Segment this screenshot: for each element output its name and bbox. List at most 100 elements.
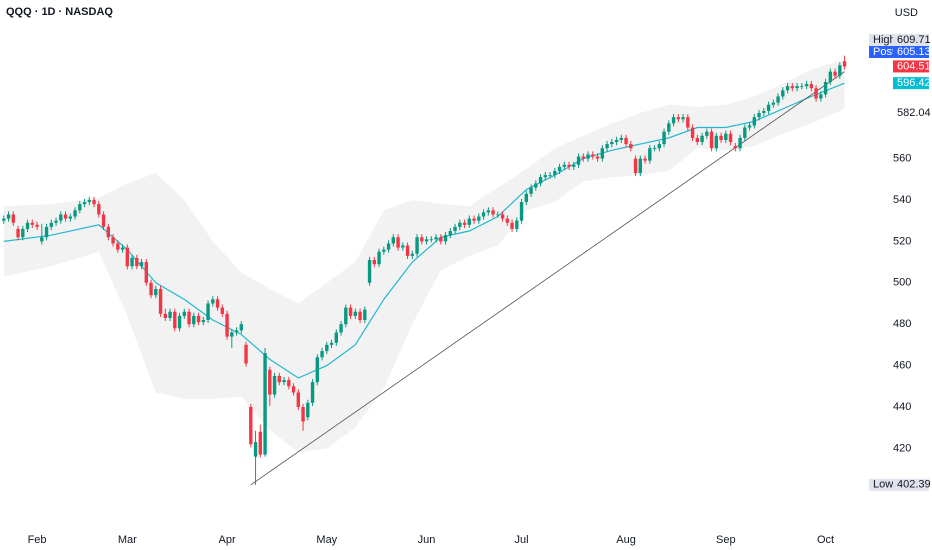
candle-body: [329, 342, 334, 345]
candle-body: [315, 357, 320, 383]
candle-body: [163, 313, 168, 318]
candle-body: [192, 315, 196, 325]
candle-body: [258, 431, 263, 455]
candle-body: [268, 369, 272, 395]
candle-body: [391, 237, 396, 244]
price-label-box: [893, 34, 929, 46]
x-tick-label: Apr: [218, 534, 235, 546]
price-label-value: 402.39: [897, 479, 931, 491]
candle-body: [776, 96, 780, 103]
candle-body: [296, 392, 301, 407]
candle-body: [629, 144, 633, 149]
candle-body: [619, 137, 624, 140]
candle-body: [671, 117, 676, 124]
candle-body: [591, 154, 595, 157]
candle-body: [638, 158, 643, 174]
candle-body: [87, 199, 92, 203]
candle-body: [785, 86, 790, 91]
candle-body: [239, 324, 244, 331]
candle-body: [396, 237, 400, 248]
candle-body: [519, 202, 524, 221]
candle-body: [443, 235, 448, 242]
candle-body: [728, 133, 733, 143]
candle-body: [101, 214, 106, 227]
candle-body: [576, 156, 581, 165]
price-label-name: Low: [873, 479, 893, 491]
candle-body: [709, 131, 714, 149]
candle-body: [752, 117, 757, 126]
price-label-value: 582.04: [897, 107, 931, 119]
price-label-box: [893, 46, 929, 58]
candle-body: [353, 311, 358, 316]
candle-body: [648, 148, 652, 161]
candle-body: [448, 231, 453, 236]
price-label-name-box: [869, 478, 893, 491]
price-label-name-box: [869, 34, 893, 46]
candle-body: [462, 222, 467, 225]
candle-body: [2, 218, 6, 221]
candle-body: [135, 257, 139, 267]
candle-body: [230, 332, 234, 337]
candle-body: [714, 135, 719, 149]
candle-body: [415, 237, 419, 254]
candle-body: [225, 313, 229, 337]
y-tick-label: 440: [893, 401, 911, 413]
candle-body: [633, 158, 638, 174]
candle-body: [277, 375, 282, 383]
candle-body: [586, 154, 590, 159]
candle-body: [738, 137, 742, 149]
candle-body: [220, 307, 225, 314]
price-label-value: 596.42: [897, 77, 931, 89]
candle-body: [363, 309, 367, 321]
candle-body: [823, 81, 828, 95]
x-tick-label: Aug: [616, 534, 636, 546]
candle-body: [538, 177, 543, 184]
candle-body: [477, 216, 481, 221]
candle-body: [111, 237, 115, 244]
candle-body: [838, 65, 842, 76]
candle-body: [420, 237, 424, 242]
candle-body: [73, 210, 77, 217]
candle-body: [334, 332, 339, 343]
candle-body: [125, 247, 130, 267]
candle-body: [244, 344, 248, 364]
candle-body: [272, 375, 277, 395]
price-label-value: 609.71: [897, 34, 931, 46]
candle-body: [472, 218, 476, 221]
candle-body: [814, 88, 818, 99]
candle-body: [54, 220, 58, 223]
candle-body: [173, 311, 177, 329]
candle-body: [78, 204, 82, 211]
candle-body: [63, 214, 68, 219]
candle-body: [16, 228, 20, 238]
candle-body: [40, 237, 44, 242]
candle-body: [771, 102, 776, 105]
candle-body: [120, 247, 125, 250]
candle-body: [177, 315, 182, 329]
candle-body: [439, 237, 443, 242]
x-tick-label: Jul: [515, 534, 529, 546]
candle-body: [410, 253, 415, 256]
candle-body: [287, 380, 291, 387]
candle-body: [600, 148, 605, 159]
candle-body: [496, 214, 500, 216]
candle-body: [804, 84, 809, 87]
candle-body: [348, 307, 353, 316]
candle-body: [681, 117, 685, 120]
candle-body: [686, 117, 690, 128]
candle-body: [724, 133, 728, 140]
candle-body: [310, 382, 315, 403]
candle-body: [358, 311, 362, 321]
price-label-name: High: [873, 34, 896, 46]
x-tick-label: Oct: [817, 534, 834, 546]
candle-body: [662, 131, 666, 145]
candle-body: [467, 218, 472, 225]
candle-body: [168, 311, 172, 318]
candle-body: [842, 61, 847, 67]
candle-body: [534, 183, 538, 188]
candle-body: [581, 156, 586, 159]
candle-body: [833, 71, 837, 76]
candle-body: [386, 243, 391, 250]
candle-body: [553, 170, 557, 176]
